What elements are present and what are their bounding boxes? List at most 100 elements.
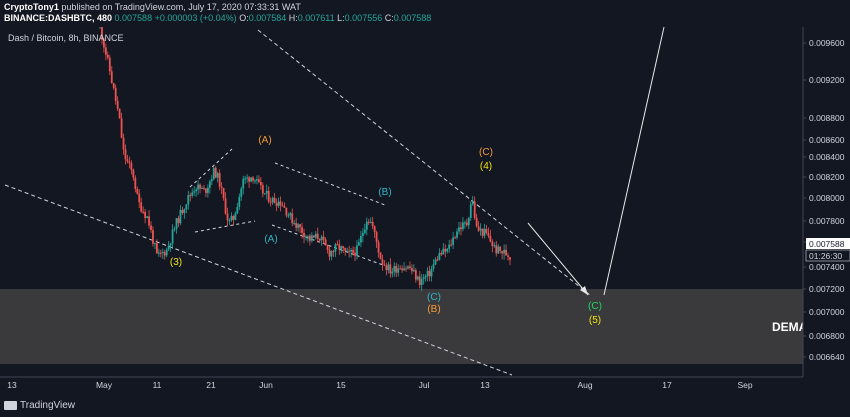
candle-body [395,266,398,273]
candle-body [167,245,170,250]
candle-body [381,259,384,265]
candle-body [446,248,449,252]
candle-body [316,233,319,239]
candle-body [120,118,123,138]
x-tick-label: 15 [336,380,346,390]
candle-body [367,221,370,223]
high-label: H: [288,13,298,23]
candle-body [242,178,245,189]
candle-body [287,215,290,217]
candle-body [257,179,260,182]
candle-body [495,245,498,254]
candle-body [163,252,166,256]
x-tick-label: 17 [662,380,672,390]
candle-body [230,215,233,221]
candle-body [252,177,254,181]
candle-body [426,270,429,276]
candle-body [309,235,311,241]
candle-body [409,266,411,268]
y-tick-label: 0.007800 [809,216,845,226]
candle-body [250,177,252,182]
lower-channel-line [4,184,513,376]
candle-body [232,215,235,220]
candle-body [360,236,362,243]
candle-body [283,205,286,208]
candle-body [134,177,137,190]
candle-body [279,201,282,206]
candle-body [267,190,270,202]
candle-body [195,189,198,192]
wave-a-lower-line [194,220,256,233]
candle-body [130,163,133,170]
candle-body [210,179,213,182]
last-price-tag [806,238,850,249]
candle-body [326,245,329,250]
wave-label: (B) [427,304,440,315]
y-tick-label: 0.007400 [809,262,845,272]
wave-label: (3) [170,257,182,268]
candle-body [307,235,309,237]
candle-body [422,277,425,280]
candle-body [261,185,264,194]
candle-body [442,248,445,255]
tradingview-logo[interactable]: TradingView [4,400,75,411]
candle-body [291,213,294,224]
x-tick-label: 13 [480,380,490,390]
candle-body [424,275,427,278]
candle-body [318,238,321,241]
price-axis[interactable] [803,27,850,394]
candle-body [391,271,394,274]
y-axis-ticks: 0.009600 0.009200 0.008800 0.008600 0.008400… [803,38,845,362]
candle-body [475,217,478,227]
last-price: 0.007588 [114,13,153,23]
candle-body [299,224,301,228]
candle-body [444,248,447,252]
projection-up-line [603,27,665,296]
candle-body [226,213,229,221]
demand-zone [0,289,803,364]
candle-body [295,223,298,228]
price-chart[interactable]: DEMA (3)(A)(A)(B)(C)(4)(C)(B) (C)(5) Dash… [0,27,850,394]
candle-body [352,249,354,253]
candle-body [371,221,374,227]
x-tick-label: Jul [419,380,430,390]
candle-body [224,198,227,214]
candle-body [118,108,121,119]
candle-body [263,193,266,195]
candle-body [122,137,125,150]
projection-arrowhead [580,286,588,295]
x-tick-label: Sep [737,380,752,390]
x-tick-label: Aug [577,380,592,390]
y-tick-label: 0.008400 [809,152,845,162]
x-tick-label: 13 [7,380,17,390]
candle-body [144,211,147,218]
y-tick-label: 0.009600 [809,38,845,48]
candle-body [140,202,143,212]
candle-body [350,249,353,252]
candle-body [418,276,421,286]
wave-label: (4) [480,161,492,172]
candle-body [218,173,221,187]
candle-body [106,54,109,58]
brand-text: TradingView [20,400,76,411]
candle-body [379,252,382,260]
candle-body [361,233,364,237]
candle-body [320,236,323,241]
candle-body [259,181,262,186]
open-value: 0.007584 [248,13,287,23]
candle-body [154,243,156,245]
candle-body [483,228,486,236]
candle-body [271,197,274,203]
countdown-tag-text: 01:26:30 [809,251,842,261]
candle-body [332,251,335,253]
candle-body [340,246,343,250]
candle-body [377,242,380,253]
x-tick-label: Jun [259,380,273,390]
author-name[interactable]: CryptoTony1 [4,2,59,12]
footer-bar: TradingView [0,394,850,417]
candle-body [197,184,199,190]
candle-body [454,237,456,239]
candle-body [303,232,305,238]
candle-body [344,248,347,251]
candle-body [397,268,400,273]
